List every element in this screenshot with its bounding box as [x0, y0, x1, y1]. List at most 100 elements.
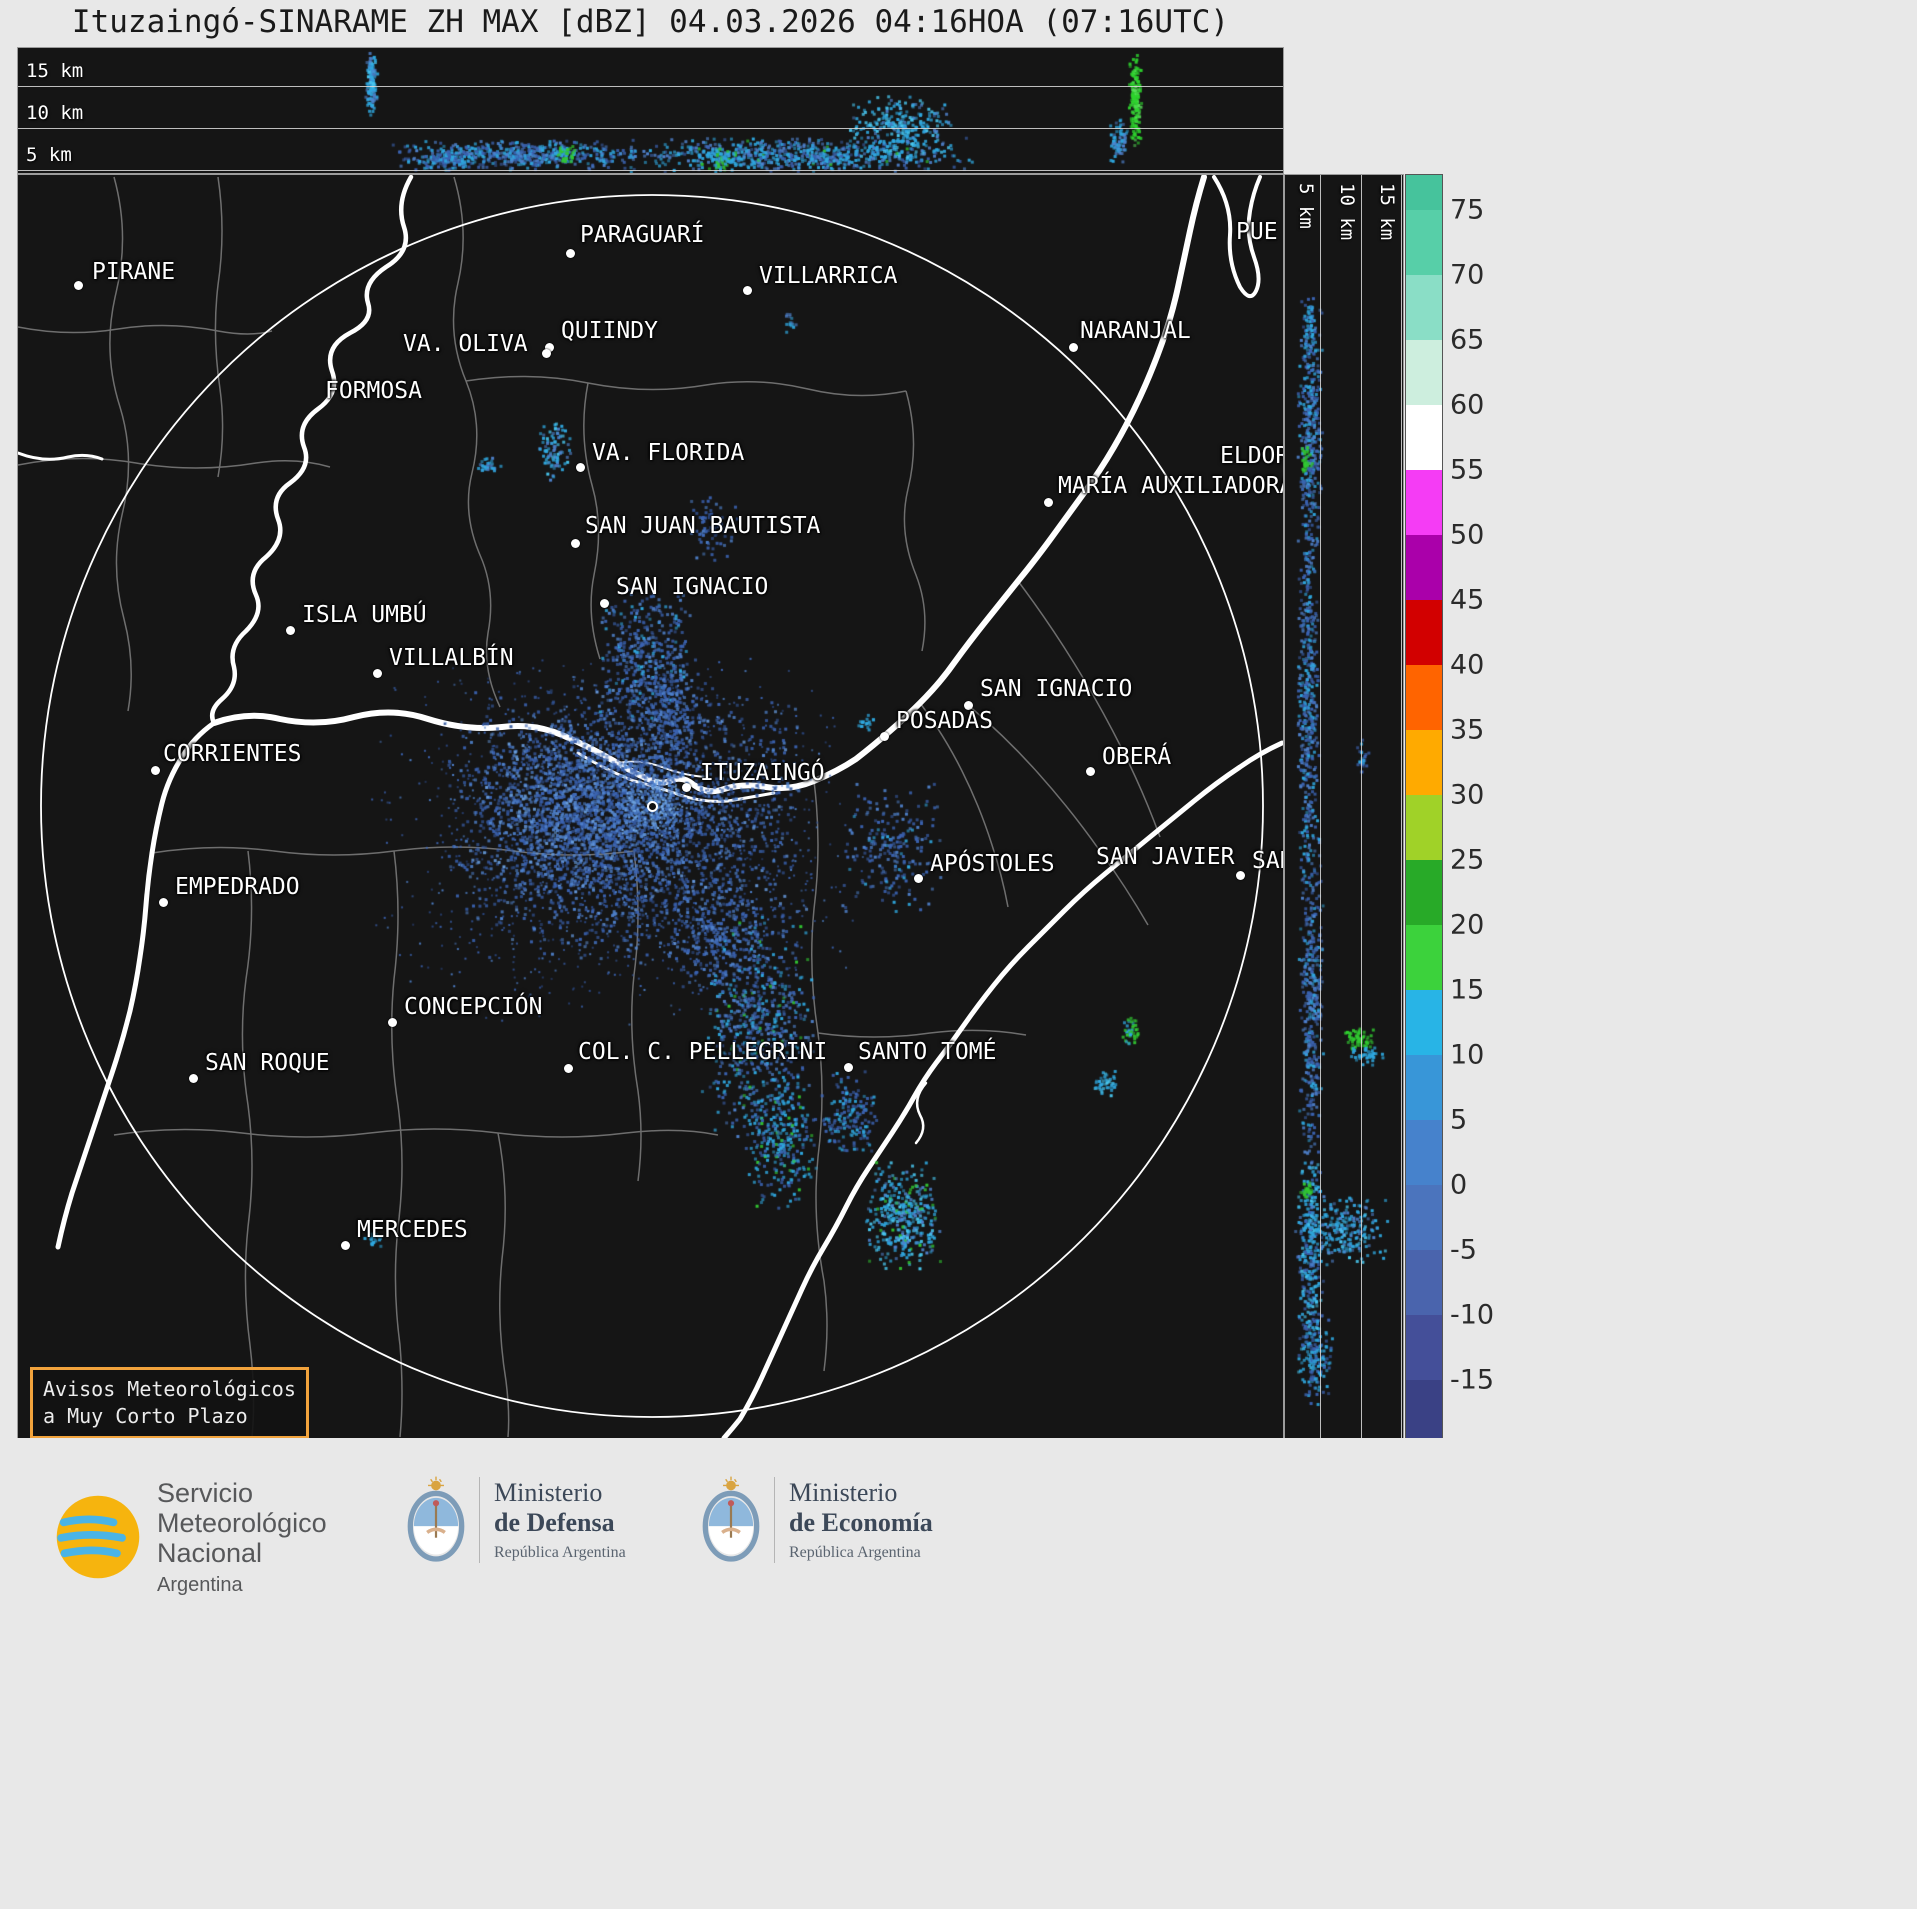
axis-label-5km-vertical: 5 km: [1295, 183, 1317, 229]
colorbar-tick-label: 15: [1450, 974, 1485, 1006]
city-label: SAN IGNACIO: [616, 574, 769, 600]
city-label: VILLARRICA: [759, 263, 898, 289]
axis-label-15km: 15 km: [26, 60, 84, 82]
radar-site-marker: [647, 801, 658, 812]
colorbar-segment: [1406, 665, 1442, 730]
colorbar-tick-label: 5: [1450, 1104, 1468, 1136]
colorbar-tick-label: 20: [1450, 909, 1485, 941]
city-label: SAN JUAN BAUTISTA: [585, 513, 821, 539]
city-dot: [743, 286, 752, 295]
city-label: ISLA UMBÚ: [302, 602, 427, 628]
gridline-10km-vertical: [1361, 175, 1362, 1438]
colorbar-tick-label: 10: [1450, 1039, 1485, 1071]
city-dot: [286, 626, 295, 635]
warning-box: Avisos Meteorológicos a Muy Corto Plazo: [30, 1367, 309, 1438]
right-height-profile-panel: 5 km 10 km 15 km: [1285, 175, 1403, 1438]
city-dot: [373, 669, 382, 678]
colorbar-segment: [1406, 1315, 1442, 1380]
smn-logo-icon: [56, 1495, 140, 1579]
city-dot: [564, 1064, 573, 1073]
colorbar-segment: [1406, 600, 1442, 665]
smn-name-line-2: Meteorológico: [157, 1508, 327, 1539]
colorbar-tick-label: 55: [1450, 454, 1485, 486]
city-label: EMPEDRADO: [175, 874, 300, 900]
city-dot: [1236, 871, 1245, 880]
colorbar-tick-label: 70: [1450, 259, 1485, 291]
city-label: SAN ROQUE: [205, 1050, 330, 1076]
right-profile-echo-canvas: [1285, 175, 1403, 1438]
city-dot: [1086, 767, 1095, 776]
colorbar-segment: [1406, 860, 1442, 925]
city-dot: [571, 539, 580, 548]
divider: [479, 1477, 480, 1563]
gridline-5km-vertical: [1320, 175, 1321, 1438]
divider: [774, 1477, 775, 1563]
colorbar-segment: [1406, 175, 1442, 210]
city-label: SAN JAVIER: [1096, 844, 1235, 870]
city-dot: [1044, 498, 1053, 507]
dbz-colorbar: [1406, 175, 1442, 1438]
city-label: MERCEDES: [357, 1217, 468, 1243]
city-dot: [682, 783, 691, 792]
city-dot: [964, 701, 973, 710]
colorbar-segment: [1406, 925, 1442, 990]
radar-map-panel: PIRANE PARAGUARÍ VILLARRICA QUIINDY VA. OLIV…: [18, 175, 1283, 1438]
smn-text-block: Servicio Meteorológico Nacional Argentin…: [157, 1478, 327, 1596]
city-dot: [151, 766, 160, 775]
economia-logo-group: Ministerio de Economía República Argenti…: [700, 1474, 933, 1566]
colorbar-segment: [1406, 795, 1442, 860]
colorbar-tick-label: 40: [1450, 649, 1485, 681]
colorbar-tick-label: 30: [1450, 779, 1485, 811]
city-dot: [74, 281, 83, 290]
colorbar-segment: [1406, 730, 1442, 795]
colorbar-tick-label: -5: [1450, 1234, 1477, 1266]
city-label: PUE: [1236, 219, 1278, 245]
city-label: ITUZAINGÓ: [700, 760, 825, 786]
smn-name-line-1: Servicio: [157, 1478, 254, 1508]
city-label: OBERÁ: [1102, 744, 1172, 770]
city-dot: [566, 249, 575, 258]
axis-label-10km: 10 km: [26, 102, 84, 124]
argentina-coat-of-arms-icon: [702, 1476, 760, 1562]
colorbar-segment: [1406, 275, 1442, 340]
page-title: Ituzaingó-SINARAME ZH MAX [dBZ] 04.03.20…: [71, 4, 1230, 40]
city-label: SANTO TOMÉ: [858, 1039, 997, 1065]
footer: Servicio Meteorológico Nacional Argentin…: [0, 1438, 1917, 1909]
colorbar-tick-label: -15: [1450, 1364, 1495, 1396]
city-dot: [542, 349, 551, 358]
city-label: FORMOSA: [325, 378, 422, 404]
gridline-10km: [18, 128, 1283, 129]
city-label: NARANJAL: [1080, 318, 1191, 344]
smn-name-line-3: Nacional: [157, 1538, 263, 1569]
city-dot: [844, 1063, 853, 1072]
city-dot: [189, 1074, 198, 1083]
defensa-dept: de Defensa: [494, 1507, 615, 1537]
colorbar-segment: [1406, 210, 1442, 275]
city-label: APÓSTOLES: [930, 851, 1055, 877]
defensa-country: República Argentina: [494, 1543, 626, 1561]
colorbar-segment: [1406, 340, 1442, 405]
smn-logo-group: Servicio Meteorológico Nacional Argentin…: [55, 1478, 327, 1596]
city-label: SAN IGNACIO: [980, 676, 1133, 702]
colorbar-tick-label: 45: [1450, 584, 1485, 616]
smn-country: Argentina: [157, 1573, 243, 1596]
axis-label-15km-vertical: 15 km: [1376, 183, 1398, 241]
city-label: PIRANE: [92, 259, 176, 285]
city-label: CORRIENTES: [163, 741, 302, 767]
city-dot: [388, 1018, 397, 1027]
colorbar-tick-label: 35: [1450, 714, 1485, 746]
axis-label-10km-vertical: 10 km: [1336, 183, 1358, 241]
city-dot: [914, 874, 923, 883]
economia-dept: de Economía: [789, 1507, 933, 1537]
defensa-text-block: Ministerio de Defensa República Argentin…: [494, 1478, 626, 1562]
city-label: VILLALBÍN: [389, 645, 514, 671]
gridline-5km: [18, 170, 1283, 171]
colorbar-segment: [1406, 1120, 1442, 1185]
axis-label-5km: 5 km: [26, 144, 72, 166]
city-label: SAN: [1252, 848, 1283, 874]
colorbar-tick-label: 75: [1450, 194, 1485, 226]
top-profile-echo-canvas: [18, 48, 1283, 173]
city-label: COL. C. PELLEGRINI: [578, 1039, 828, 1065]
colorbar-tick-label: 25: [1450, 844, 1485, 876]
